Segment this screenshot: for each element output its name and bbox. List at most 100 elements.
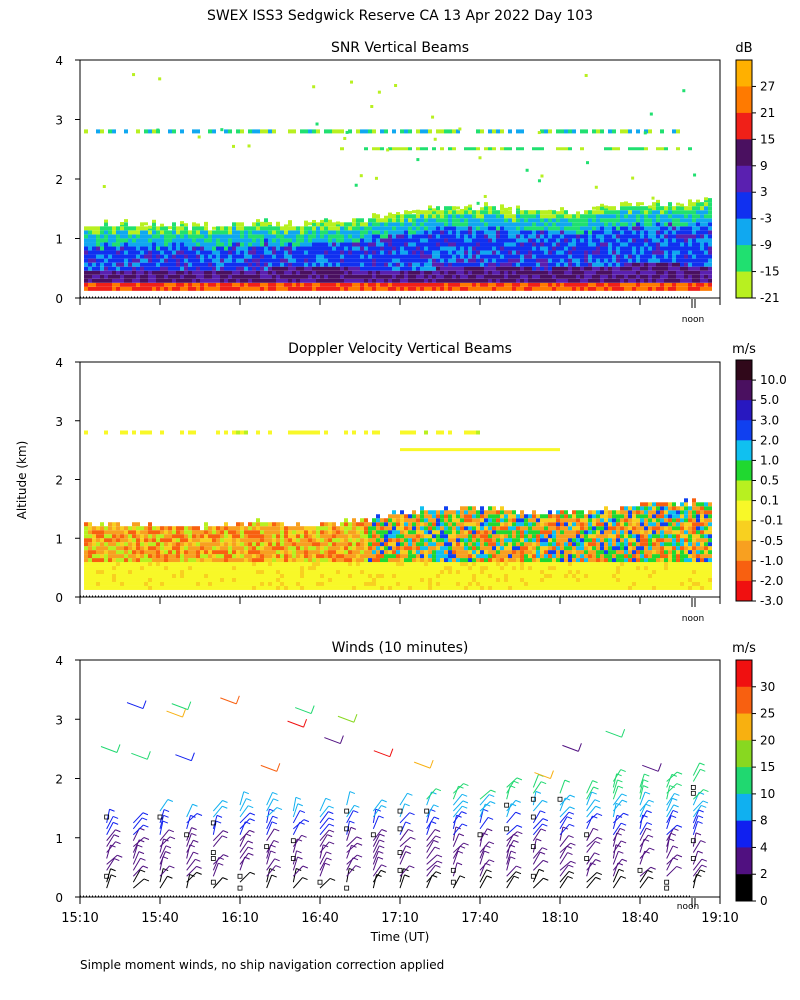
doppler-cell: [164, 562, 168, 567]
snr-cell: [560, 274, 564, 279]
doppler-cell: [380, 585, 384, 590]
snr-cell: [392, 258, 396, 263]
snr-cell: [604, 234, 608, 239]
snr-cell: [676, 246, 680, 251]
snr-cell: [456, 129, 460, 134]
snr-cell: [576, 266, 580, 271]
snr-cell: [560, 254, 564, 259]
doppler-cell: [88, 574, 92, 579]
snr-cell: [184, 286, 188, 291]
snr-cell: [644, 274, 648, 279]
snr-cell: [676, 206, 680, 211]
snr-cell: [708, 238, 712, 243]
doppler-cell: [408, 522, 412, 527]
snr-cell: [472, 274, 476, 279]
doppler-cell: [484, 522, 488, 527]
snr-cell: [252, 254, 256, 259]
snr-cell: [468, 274, 472, 279]
doppler-cell: [380, 530, 384, 535]
doppler-cell: [200, 554, 204, 559]
snr-cell: [224, 286, 228, 291]
snr-cell: [180, 266, 184, 271]
snr-cell: [192, 254, 196, 259]
snr-cell: [276, 254, 280, 259]
snr-cell: [664, 266, 668, 271]
doppler-cell: [240, 526, 244, 531]
snr-cell: [656, 214, 660, 219]
snr-cell: [152, 270, 156, 275]
snr-cell: [492, 258, 496, 263]
snr-cell: [420, 274, 424, 279]
snr-cell: [384, 238, 388, 243]
snr-cell: [400, 266, 404, 271]
snr-cell: [400, 214, 404, 219]
doppler-cell: [144, 558, 148, 563]
snr-cell: [228, 258, 232, 263]
doppler-cell: [428, 546, 432, 551]
snr-cell: [668, 278, 672, 283]
snr-cell: [584, 230, 588, 235]
snr-cell: [232, 282, 236, 287]
doppler-cell: [280, 574, 284, 579]
snr-cell: [664, 226, 668, 231]
snr-cell: [376, 242, 380, 247]
doppler-cell: [192, 577, 196, 582]
doppler-cell: [460, 554, 464, 559]
snr-cell: [560, 129, 564, 134]
doppler-cell: [112, 538, 116, 543]
doppler-cell: [448, 510, 452, 515]
snr-cell: [320, 262, 324, 267]
doppler-cell: [340, 562, 344, 567]
doppler-cell: [168, 558, 172, 563]
doppler-cell: [344, 522, 348, 527]
snr-cell: [344, 266, 348, 271]
snr-cell: [332, 246, 336, 251]
snr-cell: [540, 210, 544, 215]
doppler-cell: [192, 574, 196, 579]
doppler-cell: [388, 518, 392, 523]
snr-cell: [628, 234, 632, 239]
doppler-cell: [416, 554, 420, 559]
doppler-cell: [224, 585, 228, 590]
doppler-cell: [116, 566, 120, 571]
doppler-cell: [200, 574, 204, 579]
doppler-cell: [172, 581, 176, 586]
snr-cell: [504, 278, 508, 283]
doppler-cell: [272, 554, 276, 559]
snr-cell: [400, 230, 404, 235]
snr-cell: [452, 210, 456, 215]
doppler-cell: [404, 538, 408, 543]
snr-cell: [488, 254, 492, 259]
snr-cell: [300, 254, 304, 259]
snr-cell: [420, 282, 424, 287]
doppler-cell: [380, 534, 384, 539]
doppler-cell: [112, 526, 116, 531]
snr-cell: [224, 274, 228, 279]
snr-cell: [448, 222, 452, 227]
snr-cell: [444, 262, 448, 267]
doppler-cell: [260, 522, 264, 527]
doppler-cell: [108, 581, 112, 586]
doppler-cell: [336, 538, 340, 543]
doppler-cell: [256, 566, 260, 571]
snr-cell: [136, 250, 140, 255]
snr-cell: [164, 250, 168, 255]
snr-cell: [560, 286, 564, 291]
snr-cell: [588, 238, 592, 243]
doppler-cell: [108, 570, 112, 575]
snr-cell: [652, 266, 656, 271]
snr-cell: [412, 258, 416, 263]
snr-cell: [572, 230, 576, 235]
doppler-cell: [180, 558, 184, 563]
snr-cell: [472, 270, 476, 275]
snr-cell: [532, 282, 536, 287]
doppler-cell: [352, 585, 356, 590]
snr-cell: [452, 129, 456, 134]
snr-cell: [228, 246, 232, 251]
snr-cell: [588, 210, 592, 215]
snr-cell: [700, 262, 704, 267]
doppler-cell: [408, 554, 412, 559]
snr-cell: [328, 234, 332, 239]
snr-cell: [84, 234, 88, 239]
doppler-cell: [432, 562, 436, 567]
